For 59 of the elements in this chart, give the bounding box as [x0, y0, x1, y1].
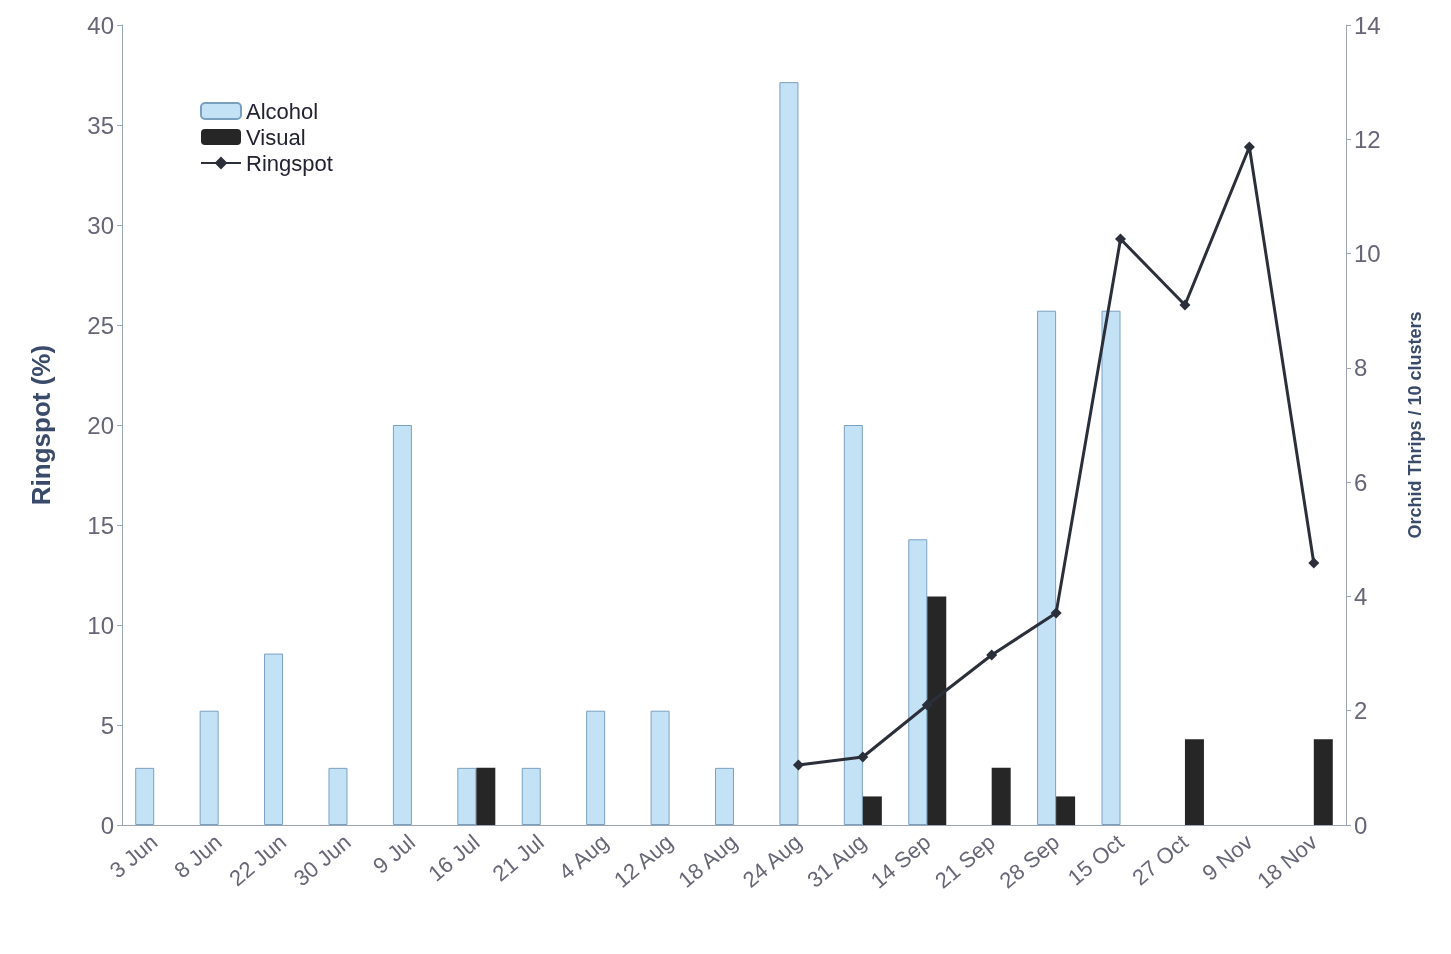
y-tick-label: 30 [87, 211, 114, 239]
y-tick-label: 15 [87, 511, 114, 539]
point [986, 649, 998, 661]
point [1115, 233, 1127, 245]
y-tick-label: 35 [87, 111, 114, 139]
bar [1313, 739, 1333, 825]
point [1179, 299, 1191, 311]
bar [586, 710, 606, 825]
y-tick-label: 0 [100, 811, 114, 839]
bar [135, 767, 155, 825]
y2-tick-label: 4 [1354, 582, 1368, 610]
x-tick-label: 8 Jun [169, 829, 227, 884]
x-tick-label: 21 Jul [487, 829, 549, 887]
y2-tick-label: 14 [1354, 11, 1381, 39]
y2-tick-label: 6 [1354, 468, 1368, 496]
bar [1184, 739, 1204, 825]
y-axis-title: Ringspot (%) [26, 344, 56, 506]
y-tick-label: 40 [87, 11, 114, 39]
legend-label: Visual [246, 124, 306, 150]
y2-tick-label: 12 [1354, 125, 1381, 153]
x-tick-label: 9 Jul [368, 829, 420, 879]
bar [991, 767, 1011, 825]
bar [843, 425, 863, 825]
bar [779, 82, 799, 825]
bar [457, 767, 477, 825]
bar [1101, 310, 1121, 825]
y-tick-label: 5 [100, 711, 114, 739]
y2-tick-label: 0 [1354, 811, 1368, 839]
bar [521, 767, 541, 825]
bar [1037, 310, 1057, 825]
bar [264, 653, 284, 825]
point [792, 759, 804, 771]
bar [927, 596, 947, 825]
point [1308, 557, 1320, 569]
bar [476, 767, 496, 825]
x-tick-label: 27 Oct [1127, 829, 1193, 891]
point [921, 699, 933, 711]
bar [862, 796, 882, 825]
bar [392, 425, 412, 825]
bar [715, 767, 734, 825]
x-tick-label: 31 Aug [802, 829, 871, 893]
y2-tick-label: 10 [1354, 240, 1381, 268]
y2-tick-label: 2 [1354, 697, 1368, 725]
y2-tick-label: 8 [1354, 354, 1368, 382]
y-tick-label: 10 [87, 611, 114, 639]
x-tick-label: 16 Jul [423, 829, 485, 887]
y2-axis-title: Orchid Thrips / 10 clusters [1405, 311, 1425, 539]
y-tick-label: 20 [87, 411, 114, 439]
bar [328, 767, 348, 825]
point [857, 751, 869, 763]
legend-label: Ringspot [246, 150, 333, 176]
bar [650, 710, 670, 825]
legend-label: Alcohol [246, 98, 319, 124]
bar [908, 539, 928, 825]
bar [1056, 796, 1076, 825]
x-tick-label: 15 Oct [1062, 829, 1129, 891]
y-tick-label: 25 [87, 311, 114, 339]
point [1050, 607, 1062, 619]
bar [199, 710, 219, 825]
